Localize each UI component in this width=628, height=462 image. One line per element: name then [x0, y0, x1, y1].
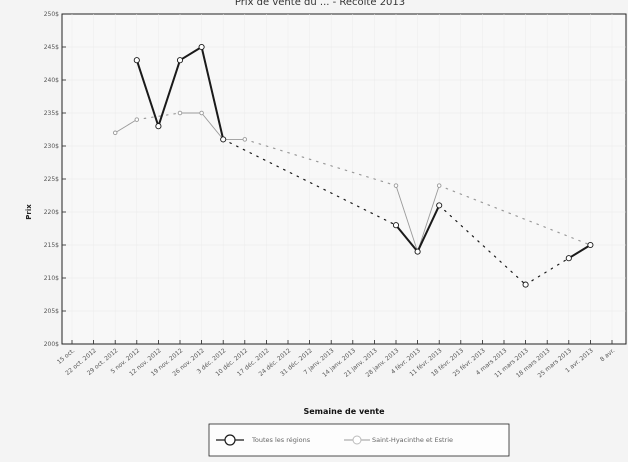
series-0-point	[133, 57, 140, 64]
series-0-point	[414, 248, 421, 255]
series-1-segment	[395, 185, 419, 252]
legend-label-1: Saint-Hyacinthe et Estrie	[372, 436, 453, 444]
y-tick-label: 215$	[44, 242, 59, 249]
series-0-point	[436, 202, 443, 209]
series-0-segment	[438, 204, 527, 286]
series-0-point	[220, 136, 227, 143]
series-0-segment	[568, 244, 591, 260]
series-1-point	[199, 110, 204, 116]
y-axis-label: Prix	[25, 204, 33, 220]
series-0-segment	[416, 204, 441, 253]
legend-label-0: Toutes les régions	[251, 436, 311, 444]
chart-title: Prix de vente du ... - Récolte 2013	[235, 0, 405, 8]
series-1-segment	[417, 185, 440, 252]
x-tick-label: 8 avr.	[599, 347, 616, 363]
series-1	[112, 110, 593, 254]
y-tick-label: 205$	[44, 308, 59, 315]
series-0-point	[522, 281, 529, 288]
grid-lines	[62, 14, 626, 344]
y-tick-label: 210$	[44, 275, 59, 282]
series-1-point	[242, 137, 248, 142]
series-1-point	[112, 130, 118, 136]
y-tick-label: 245$	[44, 44, 59, 51]
legend-marker-1	[352, 435, 362, 445]
series-0-point	[155, 123, 162, 130]
y-tick-label: 240$	[44, 77, 59, 84]
series-0-segment	[135, 59, 160, 127]
series-0-point	[176, 57, 184, 64]
series-1-point	[134, 117, 140, 122]
y-tick-label: 235$	[44, 110, 59, 117]
y-tick-label: 220$	[44, 209, 59, 216]
x-axis-label: Semaine de vente	[303, 407, 385, 416]
series-1-point	[177, 110, 183, 116]
series-0-segment	[395, 224, 419, 253]
series-1-segment	[438, 185, 592, 246]
series-0-segment	[157, 59, 181, 127]
series-0-point	[392, 222, 400, 229]
series-1-point	[393, 183, 399, 188]
series-0-segment	[200, 46, 225, 140]
series-0-point	[565, 255, 572, 262]
y-tick-label: 225$	[44, 176, 59, 183]
y-tick-label: 250$	[44, 11, 59, 18]
series-0-point	[587, 241, 594, 249]
y-tick-label: 230$	[44, 143, 59, 150]
series-1-point	[436, 183, 442, 188]
series-1-segment	[136, 112, 181, 121]
series-1-segment	[114, 119, 138, 134]
series-group	[112, 43, 594, 288]
legend-marker-0	[224, 434, 236, 446]
legend: Toutes les régions Saint-Hyacinthe et Es…	[208, 423, 510, 457]
series-0-segment	[524, 257, 570, 286]
y-tick-label: 200$	[44, 341, 59, 348]
series-1-segment	[201, 112, 224, 140]
series-0	[133, 43, 594, 288]
series-0-segment	[179, 46, 203, 62]
y-axis-ticks: 200$ 205$ 210$ 215$ 220$ 225$ 230$ 235$ 240$ 245$…	[44, 11, 66, 348]
series-0-point	[198, 43, 205, 51]
